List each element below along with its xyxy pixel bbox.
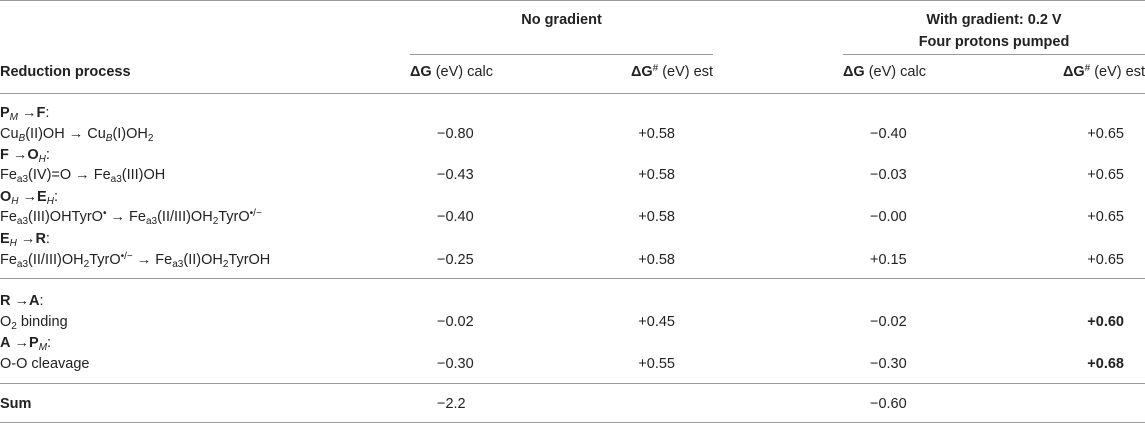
value-dg-no-gradient: −0.30 [437, 356, 474, 372]
sum-rule [0, 383, 1145, 384]
reaction-label: O-O cleavage [0, 356, 90, 372]
value-dg-no-gradient: −0.43 [437, 167, 474, 183]
value-dgh-gradient-highlight: +0.68 [1087, 356, 1124, 372]
column-header-dg-calc-no-gradient: ΔG (eV) calc [410, 63, 493, 81]
dg-symbol: ΔG [843, 64, 865, 80]
dgh-unit: (eV) est [1090, 64, 1145, 80]
reaction-label: Fea3(III)OHTyrO• → Fea3(II/III)OH2TyrO•/… [0, 208, 262, 227]
value-dg-gradient: −0.02 [870, 314, 907, 330]
dgh-symbol: ΔG [630, 64, 653, 80]
step-label: A →PM: [0, 335, 52, 353]
reaction-label: Fea3(II/III)OH2TyrO•/− → Fea3(II)OH2TyrO… [0, 251, 271, 270]
value-dgh-gradient: +0.65 [1087, 126, 1124, 142]
step-label: R →A: [0, 293, 44, 309]
dg-symbol: ΔG [410, 64, 432, 80]
dg-unit: (eV) calc [864, 64, 926, 80]
value-dgh-no-gradient: +0.45 [638, 314, 675, 330]
dgh-unit: (eV) est [658, 64, 713, 80]
dgh-sup: # [1084, 63, 1091, 74]
reaction-label: Fea3(IV)=O → Fea3(III)OH [0, 167, 166, 185]
sum-dg-no-gradient: −2.2 [437, 396, 466, 412]
sum-label: Sum [0, 396, 32, 412]
column-header-process: Reduction process [0, 64, 131, 80]
top-rule [0, 0, 1145, 1]
column-header-dg-calc-gradient: ΔG (eV) calc [843, 63, 926, 81]
group-rule-gradient [843, 54, 1145, 55]
value-dg-gradient: −0.30 [870, 356, 907, 372]
value-dgh-no-gradient: +0.55 [638, 356, 675, 372]
value-dgh-no-gradient: +0.58 [638, 252, 675, 268]
header-bottom-rule [0, 93, 1145, 94]
value-dgh-no-gradient: +0.58 [638, 167, 675, 183]
group-header-no-gradient: No gradient [521, 12, 602, 28]
sum-dg-gradient: −0.60 [870, 396, 907, 412]
value-dg-gradient: −0.40 [870, 126, 907, 142]
value-dg-gradient: −0.03 [870, 167, 907, 183]
step-label: EH →R: [0, 231, 50, 249]
value-dg-no-gradient: −0.80 [437, 126, 474, 142]
value-dgh-gradient-highlight: +0.60 [1087, 314, 1124, 330]
value-dg-gradient: +0.15 [870, 252, 907, 268]
dgh-sup: # [652, 63, 659, 74]
step-label: PM →F: [0, 105, 50, 123]
value-dg-no-gradient: −0.40 [437, 209, 474, 225]
value-dg-no-gradient: −0.02 [437, 314, 474, 330]
value-dgh-gradient: +0.65 [1087, 209, 1124, 225]
group-header-gradient-line1: With gradient: 0.2 V [926, 12, 1062, 28]
column-header-dgh-est-no-gradient: ΔG# (eV) est [560, 63, 713, 81]
group-header-gradient-line2: Four protons pumped [918, 34, 1070, 50]
value-dg-gradient: −0.00 [870, 209, 907, 225]
value-dg-no-gradient: −0.25 [437, 252, 474, 268]
value-dgh-gradient: +0.65 [1087, 252, 1124, 268]
step-label: OH →EH: [0, 189, 58, 207]
reaction-label: O2 binding [0, 314, 68, 332]
value-dgh-gradient: +0.65 [1087, 167, 1124, 183]
value-dgh-no-gradient: +0.58 [638, 209, 675, 225]
section-rule [0, 278, 1145, 279]
dg-unit: (eV) calc [431, 64, 493, 80]
group-rule-no-gradient [410, 54, 713, 55]
value-dgh-no-gradient: +0.58 [638, 126, 675, 142]
dgh-symbol: ΔG [1062, 64, 1085, 80]
step-label: F →OH: [0, 147, 50, 165]
reaction-label: CuB(II)OH → CuB(I)OH2 [0, 126, 154, 144]
column-header-dgh-est-gradient: ΔG# (eV) est [990, 63, 1145, 81]
